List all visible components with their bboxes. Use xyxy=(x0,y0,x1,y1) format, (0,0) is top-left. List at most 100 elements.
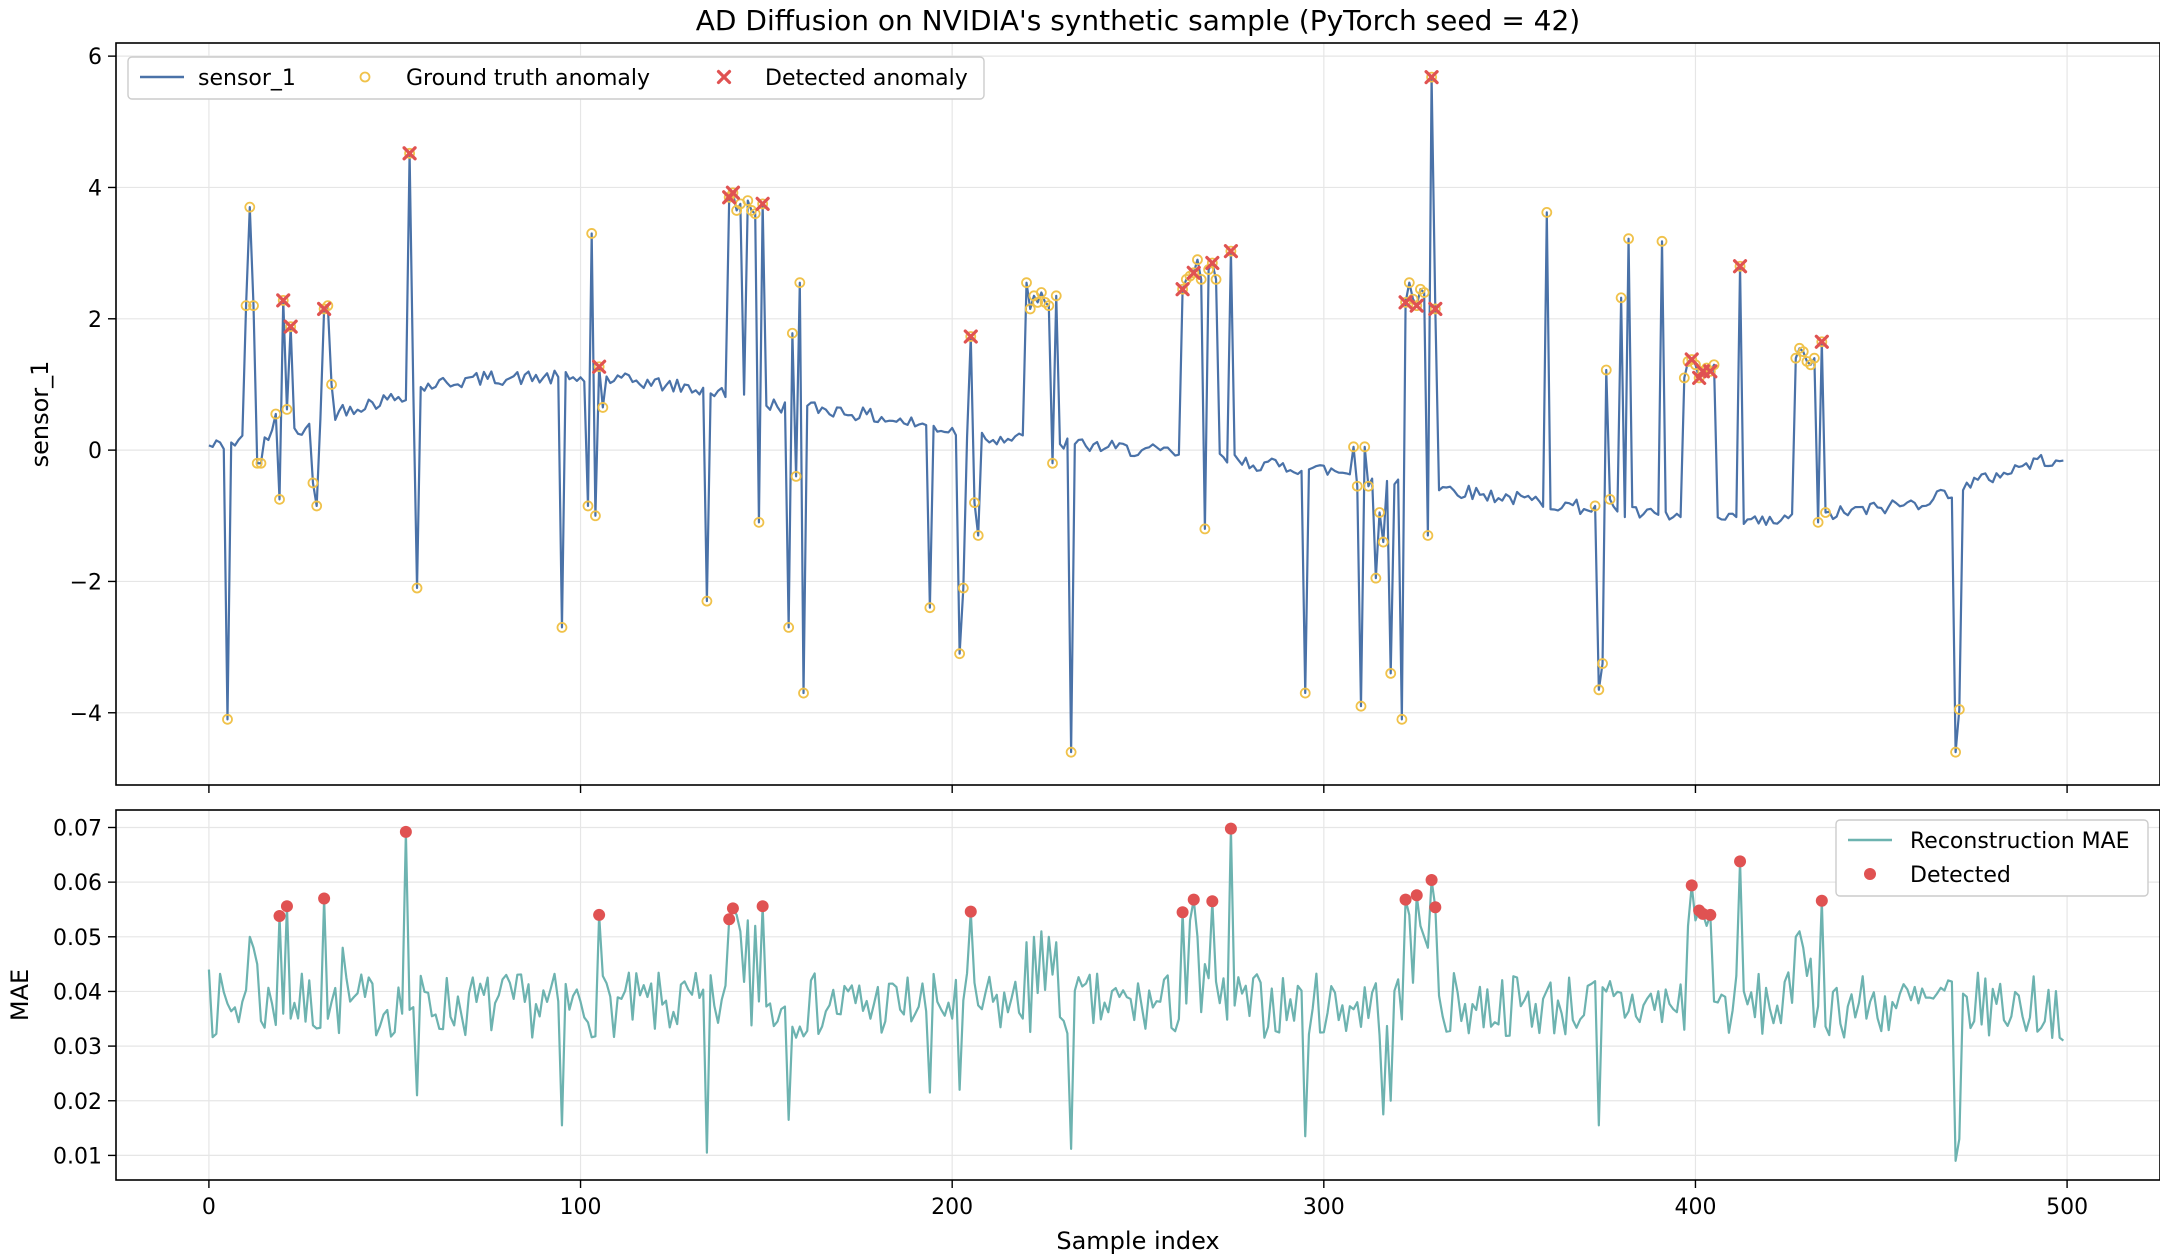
ground-truth-marker xyxy=(582,500,594,512)
mae-detected-marker xyxy=(1429,901,1442,914)
ground-truth-marker xyxy=(1396,713,1408,725)
ground-truth-marker xyxy=(969,497,980,509)
ground-truth-marker xyxy=(1355,700,1367,712)
x-axis-label: Sample index xyxy=(1056,1227,1219,1255)
ground-truth-marker xyxy=(586,228,598,239)
ground-truth-marker xyxy=(1604,493,1616,505)
ground-truth-marker xyxy=(270,408,282,420)
ground-truth-marker xyxy=(1422,530,1434,541)
detected-anomaly-marker xyxy=(1175,282,1190,297)
y-tick-label: 0.04 xyxy=(53,980,102,1005)
mae-detected-marker xyxy=(964,905,977,918)
ground-truth-marker xyxy=(251,457,263,469)
ground-truth-marker xyxy=(322,300,334,312)
detected-anomaly-marker xyxy=(1409,298,1424,313)
mae-detected-marker xyxy=(1815,894,1828,907)
mae-line xyxy=(207,827,2065,1162)
ground-truth-marker xyxy=(1065,746,1077,758)
ground-truth-marker xyxy=(924,602,936,614)
x-tick-label: 200 xyxy=(931,1195,973,1220)
ground-truth-marker xyxy=(1411,300,1423,312)
ground-truth-marker xyxy=(1808,352,1820,364)
top-panel: −4 −2 0 2 4 6 sensor_1 sensor_1 Ground truth a… xyxy=(26,42,2160,793)
bottom-panel: 0 100 200 300 400 500 0.01 0.02 0.03 0.04 0.05 0.06… xyxy=(6,809,2160,1255)
ground-truth-marker xyxy=(244,201,256,213)
y-tick-label: 4 xyxy=(88,176,102,201)
mae-detected-marker xyxy=(318,892,331,905)
ground-truth-marker xyxy=(311,500,323,512)
ground-truth-marker xyxy=(794,277,806,289)
mae-detected-marker xyxy=(1425,873,1438,886)
legend-swatch-circle xyxy=(359,71,371,83)
x-tick-label: 400 xyxy=(1674,1195,1716,1220)
ground-truth-marker xyxy=(701,595,713,607)
ground-truth-marker xyxy=(957,582,969,594)
ground-truth-marker xyxy=(281,404,293,415)
ground-truth-marker xyxy=(1597,658,1608,669)
ground-truth-marker xyxy=(1797,346,1809,358)
detected-anomaly-marker xyxy=(755,196,770,211)
mae-detected-marker xyxy=(1206,895,1219,908)
detected-anomaly-marker xyxy=(1684,352,1699,367)
ground-truth-marker xyxy=(1385,667,1397,679)
ground-truth-marker xyxy=(742,195,754,206)
ground-truth-marker xyxy=(277,295,289,306)
ground-truth-marker xyxy=(1656,235,1668,247)
y-tick-label: 0.07 xyxy=(53,816,102,841)
ground-truth-marker xyxy=(556,622,568,633)
ground-truth-marker xyxy=(1024,303,1036,315)
legend-swatch-x xyxy=(716,69,732,85)
mae-detected-marker xyxy=(1399,893,1412,906)
detected-anomaly-marker xyxy=(1398,295,1413,310)
legend-label: sensor_1 xyxy=(198,66,296,91)
ground-truth-marker xyxy=(255,457,267,469)
ground-truth-marker xyxy=(1820,507,1831,518)
figure-title: AD Diffusion on NVIDIA's synthetic sampl… xyxy=(696,4,1580,37)
x-tick-label: 100 xyxy=(560,1195,602,1220)
y-tick-label: 0.02 xyxy=(53,1090,102,1115)
ground-truth-marker xyxy=(965,331,977,342)
mae-detected-marker xyxy=(756,900,769,913)
ground-truth-marker xyxy=(307,477,319,489)
ground-truth-marker xyxy=(1035,287,1047,298)
x-tick-label: 0 xyxy=(202,1195,216,1220)
ground-truth-marker xyxy=(1021,277,1032,289)
top-axes-frame xyxy=(115,42,2160,786)
ground-truth-marker xyxy=(1225,245,1237,257)
mae-detected-marker xyxy=(1704,908,1717,921)
top-ticks: −4 −2 0 2 4 6 xyxy=(70,45,2068,793)
ground-truth-marker xyxy=(248,300,259,312)
ground-truth-marker xyxy=(1210,273,1222,285)
ground-truth-marker xyxy=(1812,516,1824,528)
bottom-legend: Reconstruction MAE Detected xyxy=(1835,819,2149,897)
detected-anomaly-marker xyxy=(963,329,978,344)
ground-truth-marker xyxy=(1953,704,1965,715)
ground-truth-marker xyxy=(749,208,761,220)
top-ylabel: sensor_1 xyxy=(26,361,54,468)
ground-truth-marker xyxy=(954,648,966,660)
mae-detected-marker xyxy=(1187,893,1200,906)
detected-anomaly-marker xyxy=(1814,334,1829,349)
ground-truth-marker xyxy=(593,361,605,373)
bottom-ticks: 0 100 200 300 400 500 0.01 0.02 0.03 0.04 0.05 0.06… xyxy=(53,816,2088,1220)
ground-truth-marker xyxy=(1177,283,1188,295)
ground-truth-marker xyxy=(1734,260,1746,272)
ground-truth-marker xyxy=(783,622,795,633)
ground-truth-marker xyxy=(1678,372,1690,384)
y-tick-label: 0.05 xyxy=(53,926,102,951)
ground-truth-marker xyxy=(240,300,252,312)
x-tick-label: 500 xyxy=(2046,1195,2088,1220)
detected-anomaly-marker xyxy=(592,359,607,374)
bottom-axes-frame xyxy=(115,809,2160,1181)
ground-truth-marker xyxy=(1032,296,1044,308)
ground-truth-marker xyxy=(1403,277,1415,289)
ground-truth-marker xyxy=(1816,336,1828,348)
ground-truth-marker xyxy=(1050,290,1062,302)
y-tick-label: 0.06 xyxy=(53,871,102,896)
mae-detected-marker xyxy=(1734,855,1747,868)
mae-detected-marker xyxy=(1410,889,1423,902)
y-tick-label: −2 xyxy=(70,570,102,595)
mae-detected-marker xyxy=(280,900,293,913)
top-grid xyxy=(116,43,2160,785)
